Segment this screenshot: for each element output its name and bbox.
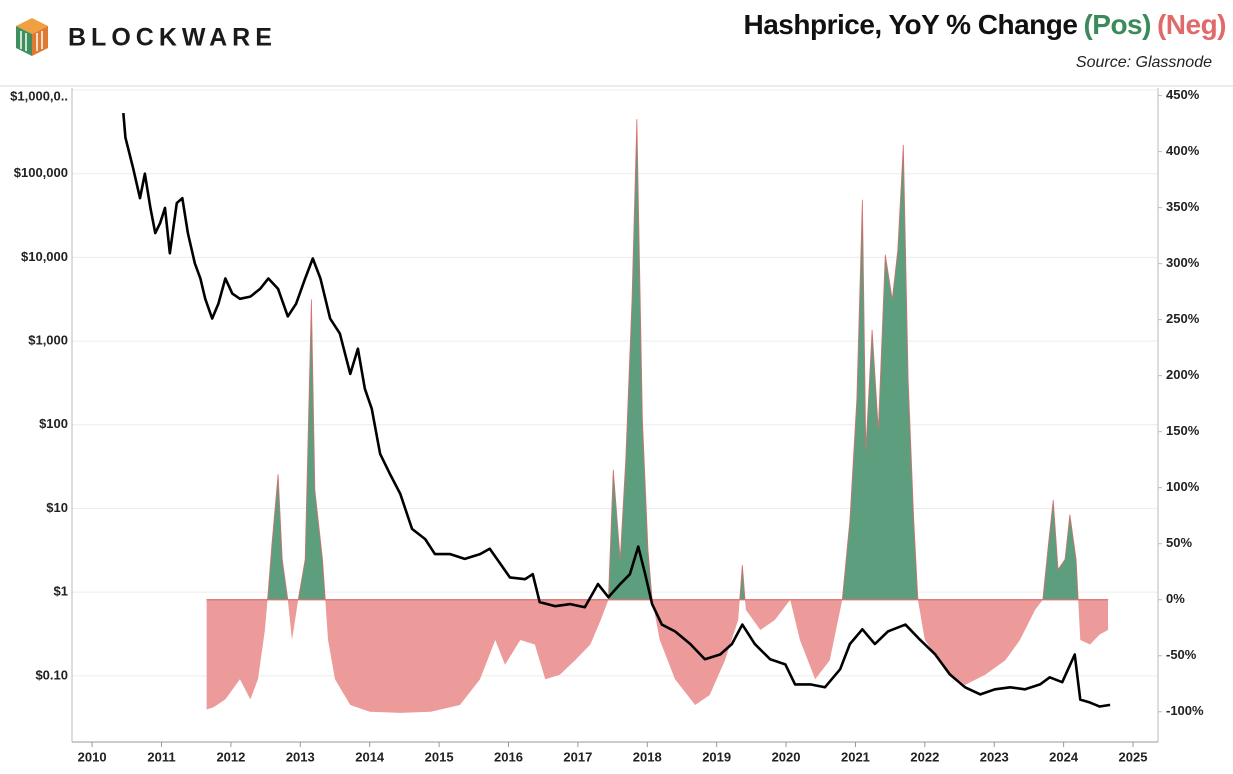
y2-tick-label: 150% [1166, 423, 1200, 438]
y-tick-label: $100 [39, 416, 68, 431]
y-tick-label: $0.10 [35, 667, 68, 682]
x-tick-label: 2019 [702, 749, 731, 764]
y2-tick-label: 50% [1166, 535, 1192, 550]
title-main: Hashprice, YoY % Change [744, 9, 1078, 40]
data-layer [122, 112, 1111, 713]
y-tick-label: $10,000 [21, 249, 68, 264]
axes-layer: $1,000,0.. $100,000 $10,000 $1,000 $100 $10 $1… [10, 87, 1204, 764]
y-tick-label: $100,000 [14, 165, 68, 180]
y-tick-label: $1 [54, 584, 68, 599]
chart-title: Hashprice, YoY % Change (Pos) (Neg) [744, 9, 1227, 40]
y2-tick-label: 0% [1166, 591, 1185, 606]
x-tick-label: 2022 [910, 749, 939, 764]
logo [16, 18, 48, 56]
y2-tick-label: -50% [1166, 647, 1197, 662]
y2-tick-label: 200% [1166, 367, 1200, 382]
y2-tick-label: 450% [1166, 87, 1200, 102]
title-pos: (Pos) [1083, 9, 1151, 40]
y2-tick-label: 250% [1166, 311, 1200, 326]
x-tick-label: 2010 [78, 749, 107, 764]
brand: BLOCKWARE [68, 24, 277, 52]
x-tick-label: 2020 [772, 749, 801, 764]
area-positive [206, 119, 1109, 600]
y-tick-label: $1,000 [28, 333, 68, 348]
y2-tick-label: 350% [1166, 199, 1200, 214]
x-tick-label: 2024 [1049, 749, 1079, 764]
y-tick-label: $10 [46, 500, 68, 515]
x-tick-label: 2013 [286, 749, 315, 764]
x-tick-label: 2014 [355, 749, 385, 764]
x-tick-label: 2012 [216, 749, 245, 764]
y2-tick-label: 300% [1166, 255, 1200, 270]
y2-tick-label: -100% [1166, 703, 1204, 718]
y-tick-label: $1,000,0.. [10, 88, 68, 103]
x-tick-label: 2017 [563, 749, 592, 764]
x-tick-label: 2023 [980, 749, 1009, 764]
title-neg: (Neg) [1157, 9, 1226, 40]
line [122, 112, 1111, 708]
x-tick-label: 2021 [841, 749, 870, 764]
x-tick-label: 2016 [494, 749, 523, 764]
y2-tick-label: 400% [1166, 143, 1200, 158]
y2-tick-label: 100% [1166, 479, 1200, 494]
source: Source: Glassnode [1076, 54, 1212, 71]
area-negative [206, 599, 1109, 713]
x-tick-label: 2018 [633, 749, 662, 764]
x-tick-label: 2025 [1119, 749, 1148, 764]
x-tick-label: 2015 [425, 749, 454, 764]
x-tick-label: 2011 [147, 749, 175, 764]
